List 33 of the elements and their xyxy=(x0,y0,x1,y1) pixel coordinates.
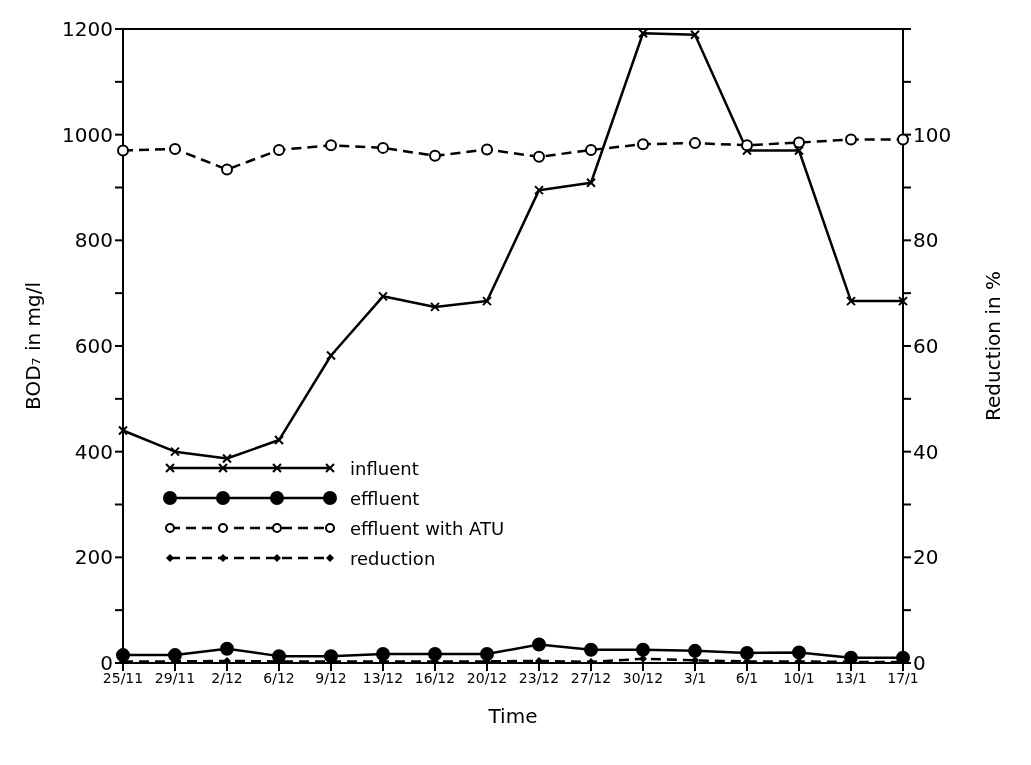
x-tick-label: 17/1 xyxy=(887,669,919,686)
x-tick-label: 10/1 xyxy=(783,669,815,686)
legend-label: effluent with ATU xyxy=(350,518,505,539)
x-axis-title: Time xyxy=(487,704,538,728)
y2-tick-label: 60 xyxy=(913,334,939,359)
legend-label: reduction xyxy=(350,548,436,569)
x-tick-label: 6/12 xyxy=(263,669,295,686)
y-tick-label: 1200 xyxy=(62,17,113,42)
x-tick-label: 23/12 xyxy=(518,669,560,686)
legend-label: influent xyxy=(350,458,419,479)
y-tick-label: 600 xyxy=(74,334,113,359)
x-tick-label: 2/12 xyxy=(211,669,243,686)
y2-axis-title: Reduction in % xyxy=(981,271,1006,421)
x-tick-label: 27/12 xyxy=(570,669,612,686)
y-tick-label: 1000 xyxy=(62,122,113,147)
legend-label: effluent xyxy=(350,488,420,509)
y-tick-label: 200 xyxy=(74,545,113,570)
y-tick-label: 400 xyxy=(74,439,113,464)
x-tick-label: 29/11 xyxy=(154,669,196,686)
x-tick-label: 13/12 xyxy=(362,669,404,686)
x-tick-label: 13/1 xyxy=(835,669,867,686)
x-tick-label: 9/12 xyxy=(315,669,347,686)
x-tick-label: 6/1 xyxy=(735,669,759,686)
x-tick-label: 16/12 xyxy=(414,669,456,686)
x-tick-label: 30/12 xyxy=(622,669,664,686)
y2-tick-label: 40 xyxy=(913,439,939,464)
x-tick-label: 20/12 xyxy=(466,669,508,686)
y2-tick-label: 20 xyxy=(913,545,939,570)
y-tick-label: 800 xyxy=(74,228,113,253)
y2-tick-label: 80 xyxy=(913,228,939,253)
y-axis-title: BOD₇ in mg/l xyxy=(21,282,46,410)
y2-tick-label: 100 xyxy=(913,122,952,147)
x-tick-label: 3/1 xyxy=(683,669,707,686)
